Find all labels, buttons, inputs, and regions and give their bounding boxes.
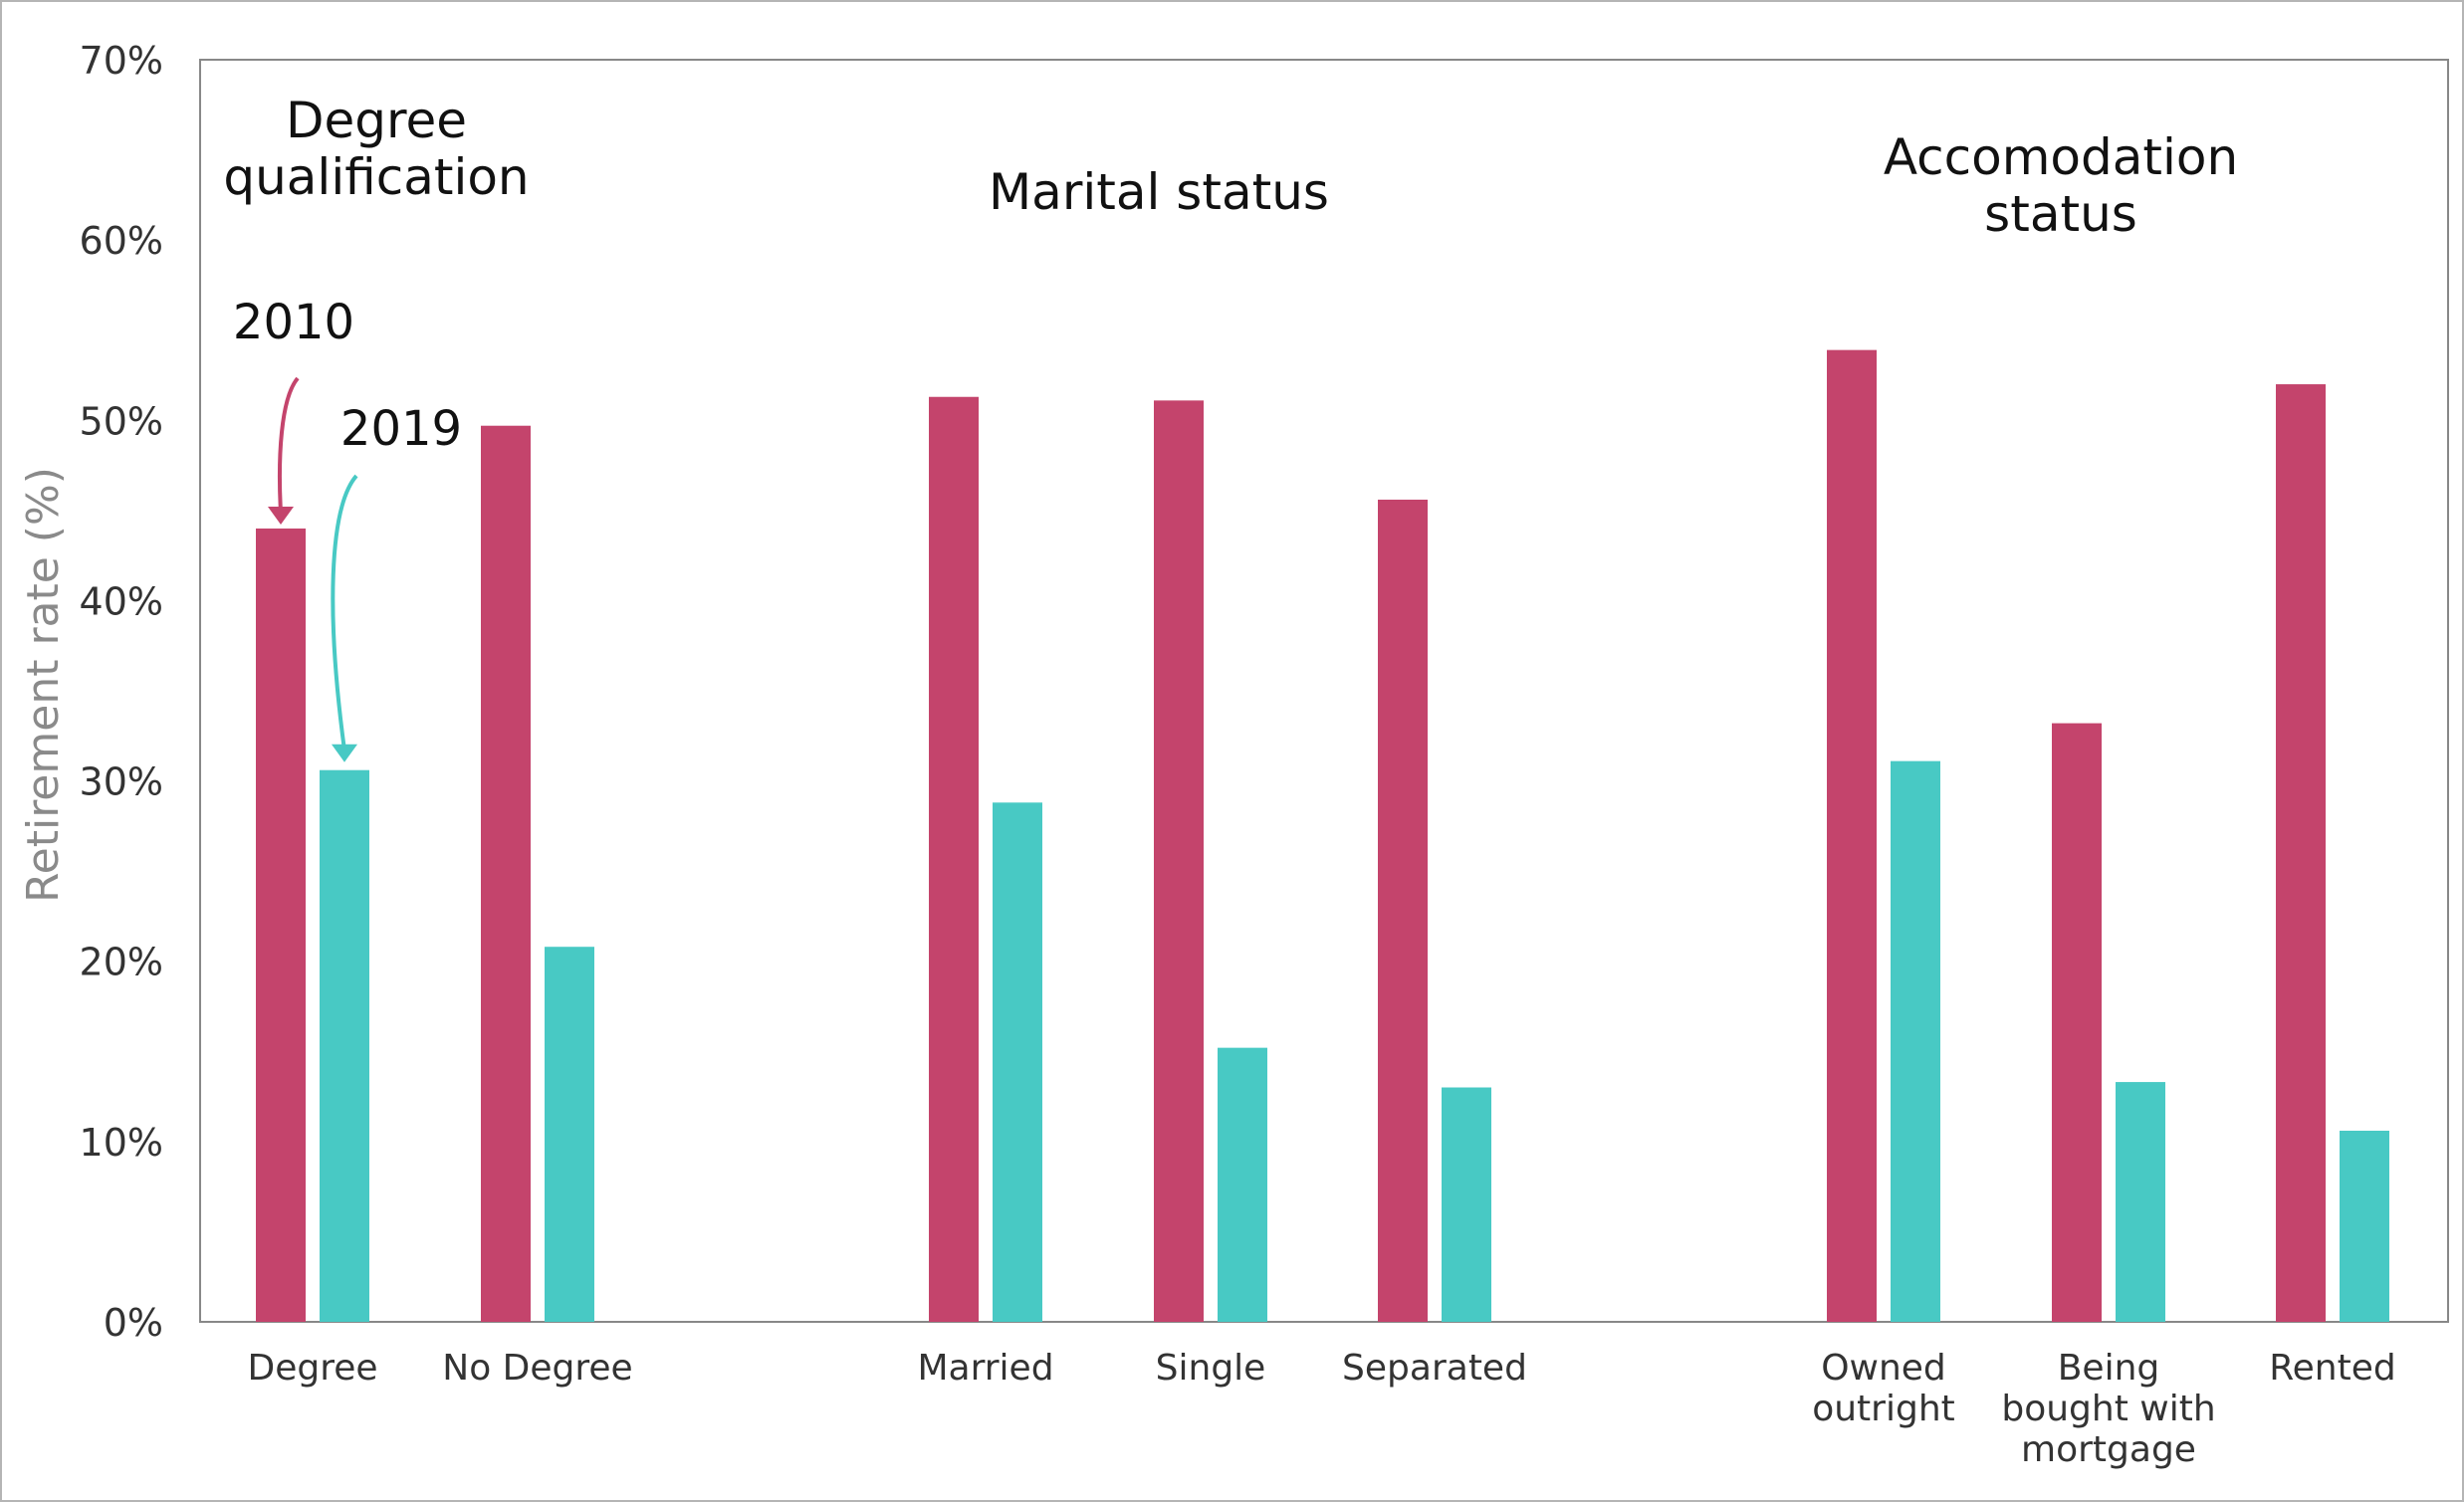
x-tick-label: Married (917, 1348, 1053, 1389)
y-axis-label: Retirement rate (%) (18, 467, 69, 903)
bar-2010-8 (2276, 384, 2326, 1322)
bars (256, 349, 2389, 1323)
bar-2019-4 (1218, 1047, 1267, 1322)
plot-area (199, 59, 2449, 1323)
group-label: Accomodation status (1884, 128, 2238, 243)
x-tick-label: Degree (247, 1348, 377, 1389)
x-tick-label: Owned outright (1812, 1348, 1955, 1429)
arrowhead-2019 (332, 744, 357, 762)
y-tick-label: 20% (80, 941, 163, 984)
y-tick-label: 30% (80, 760, 163, 804)
bar-2010-5 (1378, 499, 1428, 1322)
series-label-2010: 2010 (233, 295, 354, 350)
x-axis-labels: Degree No Degree Married Single Separated Own… (247, 1348, 2395, 1470)
bar-2019-2 (545, 947, 594, 1322)
y-tick-label: 40% (80, 579, 163, 623)
bar-2019-6 (1891, 760, 1940, 1322)
bar-2010-6 (1827, 349, 1877, 1322)
group-labels: Degree qualification Marital status Accomod… (223, 92, 2238, 243)
y-tick-label: 60% (80, 219, 163, 263)
arrow-2019 (331, 474, 358, 751)
bar-2019-8 (2340, 1130, 2389, 1322)
y-tick-label: 0% (104, 1301, 163, 1345)
group-label: Degree qualification (223, 92, 529, 206)
y-tick-label: 50% (80, 399, 163, 443)
x-tick-label: Being bought with mortgage (2001, 1348, 2215, 1470)
bar-2010-4 (1154, 400, 1204, 1322)
bar-2019-5 (1442, 1087, 1491, 1322)
x-tick-label: Separated (1342, 1348, 1527, 1389)
series-label-2019: 2019 (340, 401, 462, 457)
x-tick-label: Rented (2269, 1348, 2395, 1389)
bar-2010-2 (481, 425, 531, 1323)
y-axis-ticks: 0% 10% 20% 30% 40% 50% 60% 70% (80, 39, 163, 1345)
bar-2010-1 (256, 528, 306, 1322)
y-tick-label: 10% (80, 1121, 163, 1165)
bar-2019-1 (320, 769, 369, 1322)
bar-2010-7 (2052, 723, 2102, 1322)
arrowhead-2010 (268, 506, 294, 525)
arrow-2010 (278, 376, 300, 514)
bar-2010-3 (929, 396, 979, 1322)
group-label: Marital status (989, 163, 1329, 221)
series-annotations: 2010 2019 (233, 295, 462, 762)
y-tick-label: 70% (80, 39, 163, 83)
x-tick-label: No Degree (442, 1348, 632, 1389)
bar-2019-7 (2116, 1082, 2165, 1322)
bar-2019-3 (993, 802, 1042, 1322)
x-tick-label: Single (1156, 1348, 1266, 1389)
